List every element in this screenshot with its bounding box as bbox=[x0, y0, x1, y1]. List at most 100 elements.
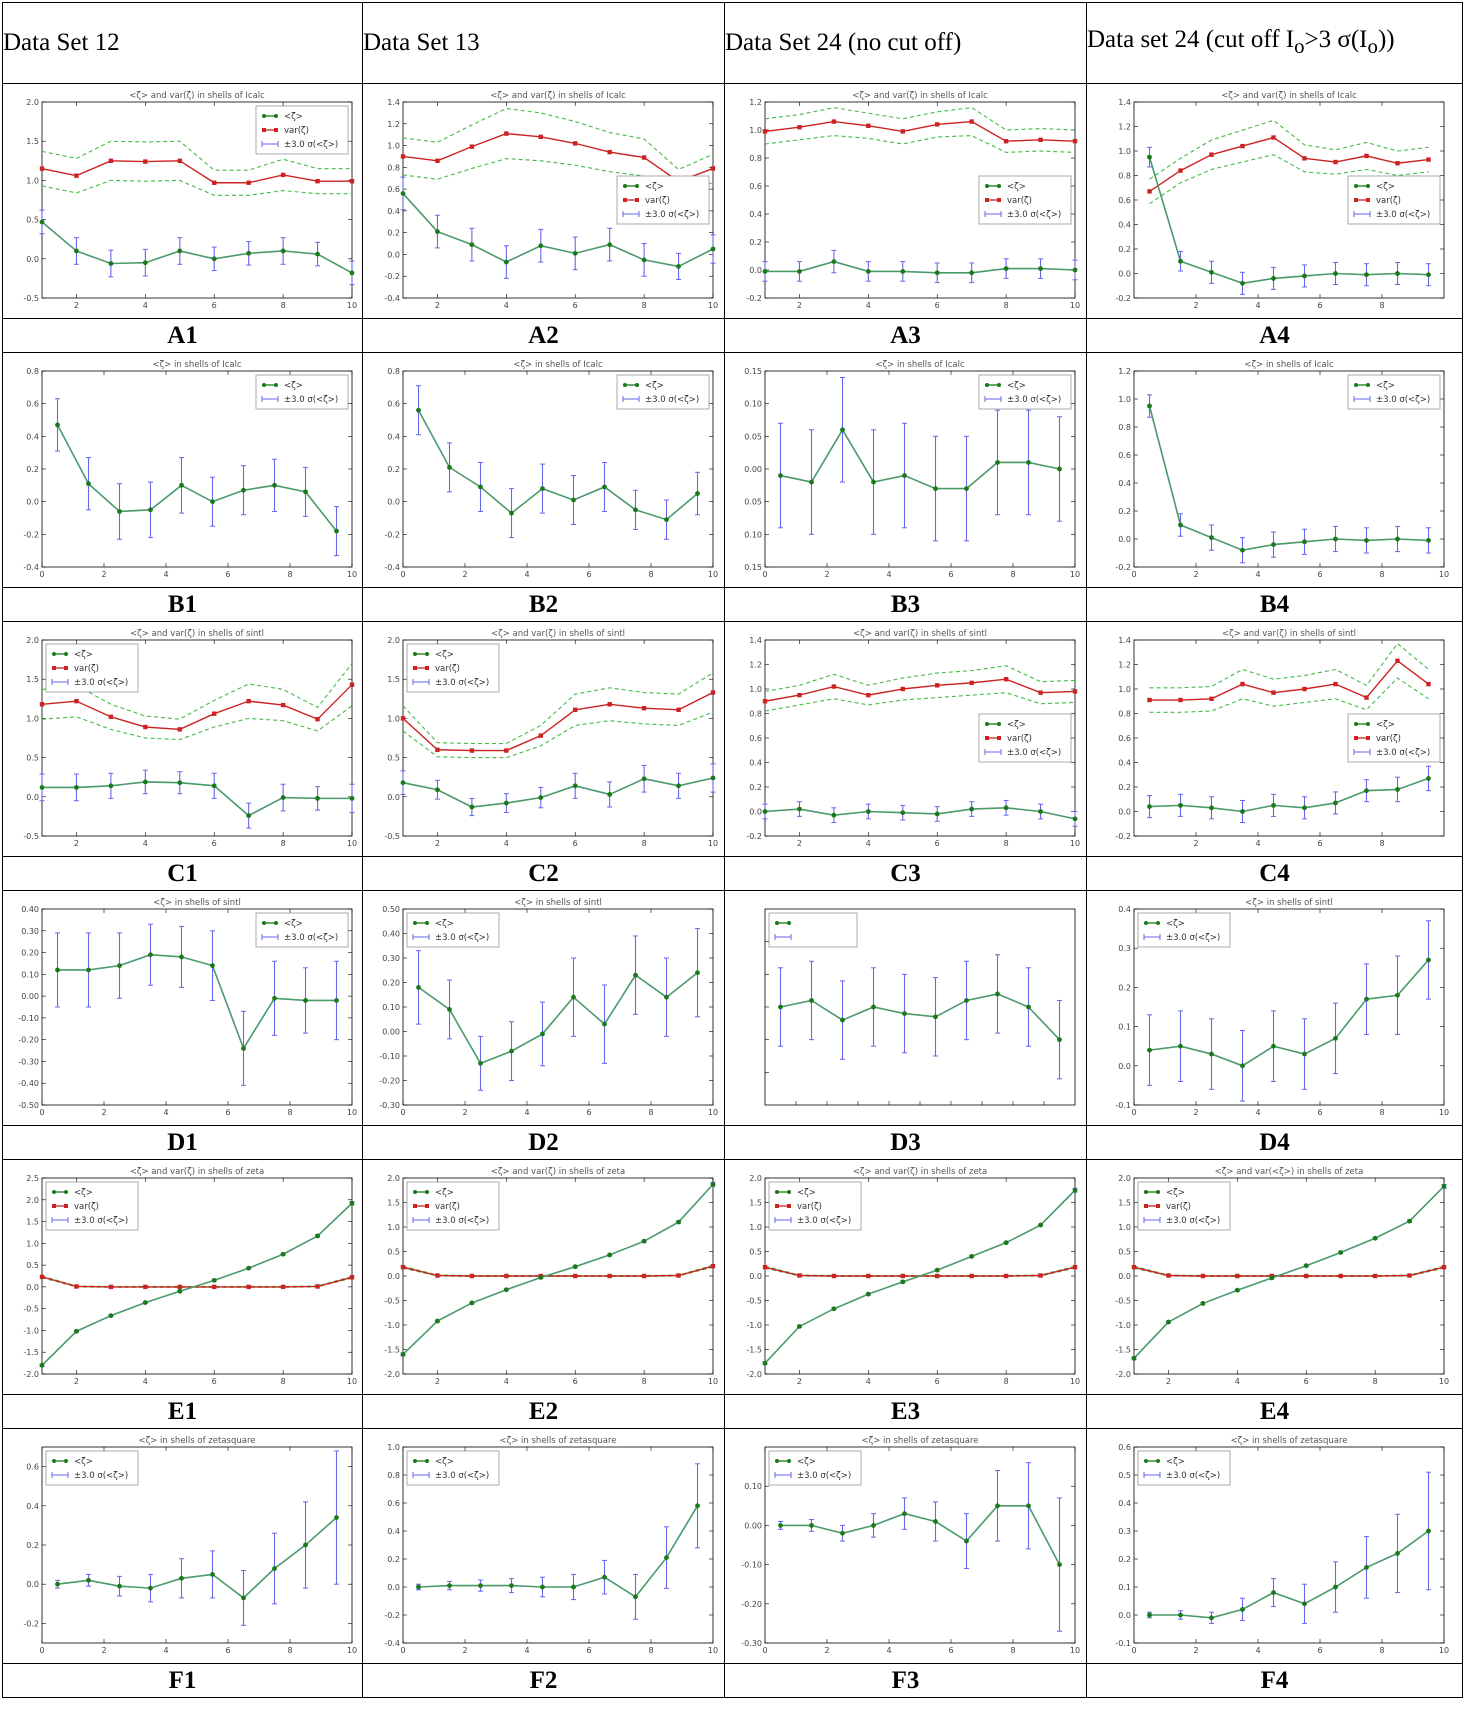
legend-marker bbox=[1365, 736, 1370, 740]
legend-label: <ζ> bbox=[1007, 720, 1026, 730]
var-series-point bbox=[314, 1284, 320, 1289]
y-tick-label: 0.8 bbox=[749, 710, 762, 719]
x-tick-label: 2 bbox=[1193, 301, 1198, 310]
x-tick-label: 8 bbox=[1003, 301, 1008, 310]
mean-series-point bbox=[1441, 1183, 1446, 1189]
mean-series-point bbox=[870, 1523, 876, 1528]
mean-series-point bbox=[570, 994, 576, 1000]
chart-title: <ζ> in shells of Icalc bbox=[875, 360, 965, 370]
mean-series-point bbox=[1239, 1063, 1245, 1069]
var-series-point bbox=[503, 748, 509, 753]
caption-d2: D2 bbox=[362, 1125, 725, 1160]
mean-series-point bbox=[934, 270, 940, 276]
mean-series-line bbox=[779, 993, 1060, 1041]
var-series-point bbox=[39, 166, 44, 171]
mean-series-line bbox=[40, 221, 352, 274]
mean-series-point bbox=[537, 243, 543, 249]
mean-series-line bbox=[764, 807, 1075, 820]
mean-series-point bbox=[508, 510, 514, 516]
chart-a4: <ζ> and var(ζ) in shells of Icalc 2 4 6 8 -0.… bbox=[1115, 91, 1444, 310]
legend-marker bbox=[1365, 722, 1370, 726]
y-tick-label: 0.5 bbox=[1118, 1248, 1131, 1257]
legend-label: ±3.0 σ(<ζ>) bbox=[284, 140, 338, 150]
var-series-point bbox=[434, 158, 440, 163]
plot-cell-b1: <ζ> in shells of Icalc 0 2 4 6 8 10 -0.4 -0.2 0.0… bbox=[2, 352, 363, 588]
x-tick-label: 4 bbox=[524, 1646, 529, 1655]
x-tick-label: 6 bbox=[1303, 1377, 1308, 1386]
x-tick-label: 2 bbox=[1165, 1377, 1170, 1386]
legend-marker bbox=[424, 1204, 429, 1208]
var-series-point bbox=[39, 1274, 44, 1280]
mean-series-point bbox=[675, 783, 681, 789]
legend-marker bbox=[261, 383, 266, 387]
mean-series-point bbox=[839, 1530, 845, 1536]
legend-marker bbox=[273, 921, 278, 925]
mean-series-point bbox=[865, 809, 871, 814]
x-tick-label: 10 bbox=[346, 839, 356, 848]
legend-label: <ζ> bbox=[435, 650, 454, 660]
var-series-point bbox=[572, 707, 577, 712]
mean-series-line bbox=[1148, 156, 1429, 285]
y-tick-label: 0.6 bbox=[749, 734, 762, 743]
legend-label: <ζ> bbox=[797, 1457, 816, 1467]
mean-series-point bbox=[1037, 809, 1043, 814]
y-tick-label: 1.0 bbox=[749, 685, 762, 694]
mean-series-point bbox=[1301, 1601, 1307, 1607]
caption-b2: B2 bbox=[362, 587, 725, 622]
y-tick-label: 1.0 bbox=[1118, 685, 1131, 694]
x-tick-label: 2 bbox=[1193, 570, 1198, 579]
legend-label: <ζ> bbox=[435, 1188, 454, 1198]
chart-e4: <ζ> and var(<ζ>) in shells of zeta 2 4 6 8 10… bbox=[1115, 1167, 1449, 1386]
legend-marker bbox=[774, 921, 779, 925]
y-tick-label: 2.5 bbox=[26, 1174, 39, 1183]
legend-marker bbox=[63, 666, 68, 670]
legend: <ζ> ±3.0 σ(<ζ>) bbox=[978, 374, 1071, 410]
legend-marker bbox=[634, 198, 639, 202]
x-tick-label: 0 bbox=[39, 1646, 44, 1655]
var-series-point bbox=[1337, 1273, 1343, 1279]
legend: <ζ> var(ζ) ±3.0 σ(<ζ>) bbox=[1347, 713, 1440, 763]
legend-label: var(ζ) bbox=[435, 664, 460, 674]
legend-label: ±3.0 σ(<ζ>) bbox=[1166, 1471, 1220, 1481]
mean-series-point bbox=[211, 783, 217, 789]
y-tick-label: 0.0 bbox=[387, 1272, 400, 1281]
legend-marker bbox=[63, 1190, 68, 1194]
var-series-line bbox=[1148, 136, 1429, 193]
var-series-point bbox=[968, 119, 974, 124]
x-tick-label: 6 bbox=[586, 1646, 591, 1655]
mean-series-point bbox=[85, 481, 91, 487]
var-series-line bbox=[764, 120, 1075, 142]
plot-cell-a4: <ζ> and var(ζ) in shells of Icalc 2 4 6 8 -0.… bbox=[1086, 83, 1463, 319]
y-tick-label: 0.15 bbox=[744, 563, 762, 572]
mean-series-line bbox=[56, 424, 337, 532]
y-tick-label: 0.5 bbox=[26, 1261, 39, 1270]
var-series-point bbox=[400, 154, 405, 159]
mean-series-point bbox=[762, 809, 767, 814]
mean-series-point bbox=[1394, 1551, 1400, 1556]
mean-series-point bbox=[870, 1004, 876, 1010]
x-tick-label: 4 bbox=[886, 1646, 891, 1655]
y-tick-label: -0.2 bbox=[23, 530, 39, 539]
var-series-point bbox=[762, 1264, 767, 1270]
mean-series-point bbox=[314, 1233, 320, 1239]
x-tick-label: 10 bbox=[1069, 301, 1079, 310]
x-tick-label: 8 bbox=[641, 1377, 646, 1386]
caption-c4: C4 bbox=[1086, 856, 1463, 891]
var-series-point bbox=[1208, 152, 1214, 157]
y-tick-label: 0.5 bbox=[387, 754, 400, 763]
var-series-point bbox=[1372, 1273, 1377, 1279]
mean-series-point bbox=[142, 779, 148, 785]
mean-series-point bbox=[54, 1581, 60, 1587]
mean-series-point bbox=[1301, 1051, 1307, 1057]
mean-series-point bbox=[1301, 539, 1307, 545]
chart-title: <ζ> and var(ζ) in shells of zeta bbox=[490, 1167, 624, 1177]
mean-series-point bbox=[968, 270, 974, 276]
legend: <ζ> ±3.0 σ(<ζ>) bbox=[1347, 374, 1440, 410]
mean-series-point bbox=[280, 795, 286, 800]
y-tick-label: 0.00 bbox=[744, 465, 762, 474]
y-tick-label: 1.0 bbox=[387, 142, 400, 151]
mean-series-point bbox=[209, 499, 215, 505]
var-series-point bbox=[108, 714, 113, 720]
y-tick-label: 0.5 bbox=[1118, 1471, 1131, 1480]
legend-label: var(ζ) bbox=[1376, 196, 1401, 206]
